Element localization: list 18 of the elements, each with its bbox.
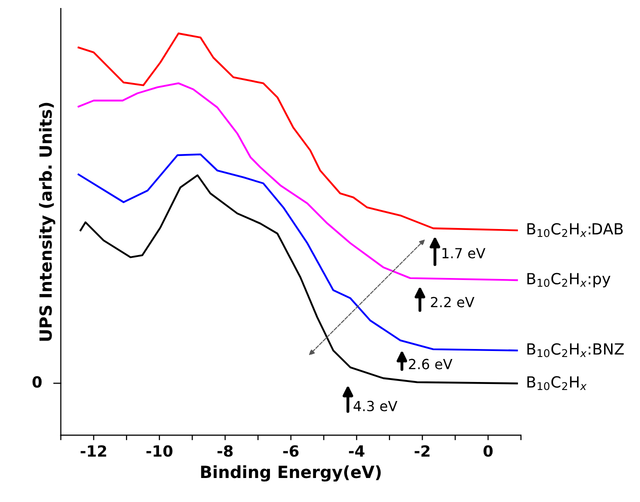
- series-label: B$_{10}$C$_{2}$H$_{x}$:BNZ: [527, 343, 624, 358]
- x-tick-label: -10: [146, 445, 172, 457]
- annotation: 2.6 eV: [408, 358, 452, 370]
- x-tick-label: -8: [217, 445, 233, 457]
- series-label: B$_{10}$C$_{2}$H$_{x}$:py: [527, 272, 610, 288]
- x-tick-label: -12: [80, 445, 106, 457]
- series-label: B$_{10}$C$_{2}$H$_{x}$:DAB: [527, 223, 623, 238]
- series-label: B$_{10}$C$_{2}$H$_{x}$: [527, 376, 587, 390]
- annotation: 4.3 eV: [354, 400, 398, 412]
- x-tick-label: -6: [283, 445, 299, 457]
- x-tick-label: -4: [348, 445, 364, 457]
- x-tick-label: 0: [484, 445, 493, 457]
- y-axis-title: UPS Intensity (arb. Units): [38, 102, 56, 341]
- x-tick-label: -2: [414, 445, 430, 457]
- annotation: 1.7 eV: [442, 248, 486, 258]
- text: 0: [32, 376, 42, 388]
- x-axis-title: Binding Energy(eV): [201, 465, 381, 482]
- annotation: 2.2 eV: [430, 296, 474, 308]
